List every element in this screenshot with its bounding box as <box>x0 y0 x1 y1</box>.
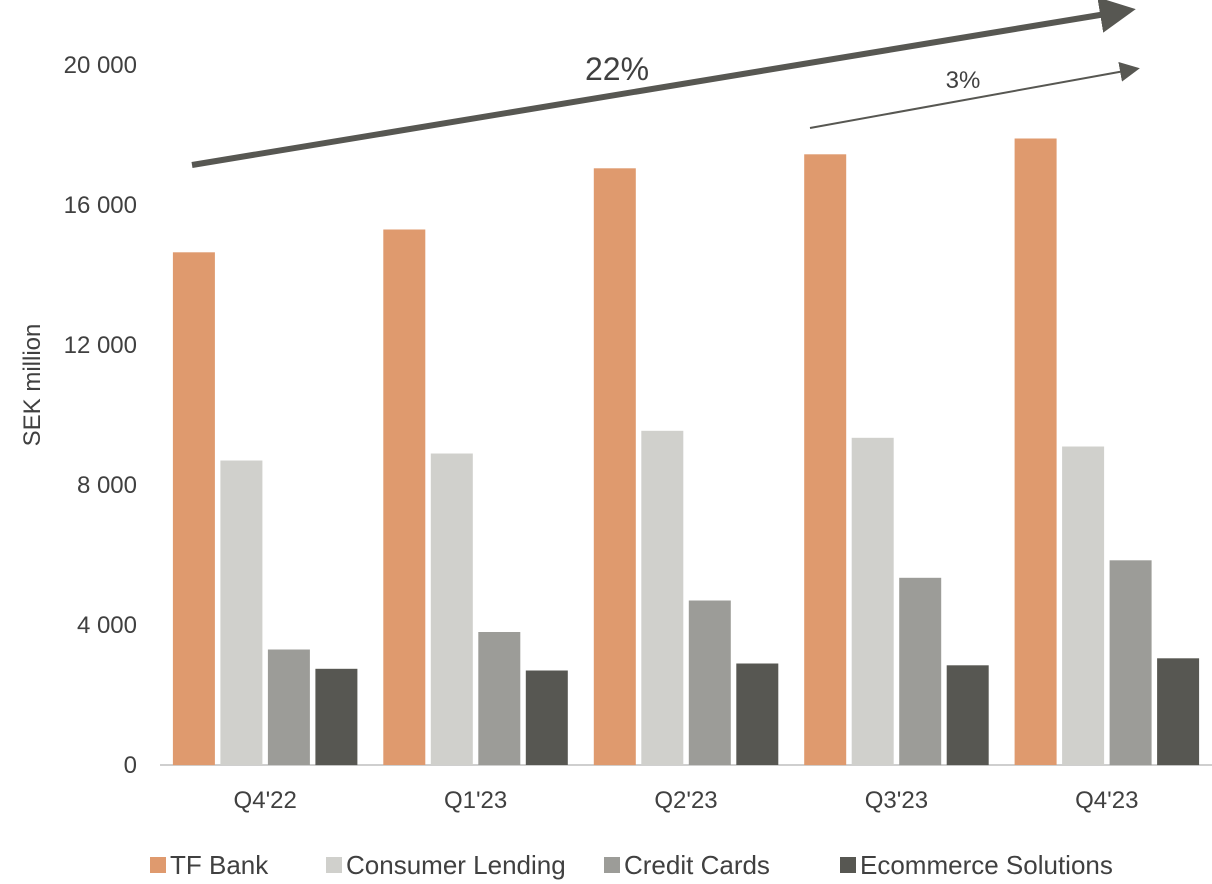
bar-series <box>172 138 1200 766</box>
bar-credit-cards <box>1109 560 1152 766</box>
bar-ecommerce-solutions <box>736 663 779 765</box>
bar-tf-bank <box>593 168 636 766</box>
growth-arrow-3 <box>809 61 1140 129</box>
legend-swatch <box>604 857 620 873</box>
y-tick-label: 8 000 <box>77 472 137 499</box>
legend-item-ecommerce-solutions: Ecommerce Solutions <box>840 850 1113 880</box>
y-tick-label: 16 000 <box>64 192 137 219</box>
bar-ecommerce-solutions <box>1157 658 1200 766</box>
legend: TF Bank Consumer Lending Credit Cards Ecomm… <box>150 850 1113 880</box>
legend-item-consumer-lending: Consumer Lending <box>326 850 566 880</box>
bar-consumer-lending <box>430 453 473 765</box>
legend-swatch <box>326 857 342 873</box>
y-axis-label: SEK million <box>19 324 46 447</box>
legend-swatch <box>840 857 856 873</box>
bar-credit-cards <box>267 649 310 765</box>
legend-label: TF Bank <box>170 850 269 880</box>
legend-swatch <box>150 857 166 873</box>
bar-credit-cards <box>899 577 942 766</box>
x-tick-label: Q3'23 <box>865 787 928 814</box>
x-tick-label: Q2'23 <box>654 787 717 814</box>
y-axis-ticks: 0 4 000 8 000 12 000 16 000 20 000 <box>64 52 137 779</box>
y-tick-label: 4 000 <box>77 612 137 639</box>
legend-label: Credit Cards <box>624 850 770 880</box>
bar-tf-bank <box>804 154 847 766</box>
bar-tf-bank <box>1014 138 1057 765</box>
bar-consumer-lending <box>851 437 894 766</box>
y-tick-label: 12 000 <box>64 332 137 359</box>
bar-credit-cards <box>688 600 731 765</box>
bar-consumer-lending <box>1062 446 1105 765</box>
bar-ecommerce-solutions <box>315 668 358 766</box>
bar-tf-bank <box>172 252 215 766</box>
legend-item-credit-cards: Credit Cards <box>604 850 770 880</box>
x-tick-label: Q1'23 <box>444 787 507 814</box>
x-tick-label: Q4'23 <box>1075 787 1138 814</box>
growth-label-22: 22% <box>585 51 649 87</box>
legend-item-tf-bank: TF Bank <box>150 850 269 880</box>
growth-label-3: 3% <box>946 67 981 94</box>
x-axis-ticks: Q4'22 Q1'23 Q2'23 Q3'23 Q4'23 <box>234 787 1139 814</box>
y-tick-label: 20 000 <box>64 52 137 79</box>
bar-consumer-lending <box>220 460 263 765</box>
x-tick-label: Q4'22 <box>234 787 297 814</box>
bar-credit-cards <box>478 632 521 765</box>
bar-ecommerce-solutions <box>946 665 989 766</box>
y-tick-label: 0 <box>124 752 137 779</box>
bar-ecommerce-solutions <box>525 670 568 765</box>
bar-consumer-lending <box>641 430 684 766</box>
growth-arrow-22 <box>191 0 1136 168</box>
legend-label: Ecommerce Solutions <box>860 850 1113 880</box>
legend-label: Consumer Lending <box>346 850 566 880</box>
bar-tf-bank <box>383 229 426 765</box>
